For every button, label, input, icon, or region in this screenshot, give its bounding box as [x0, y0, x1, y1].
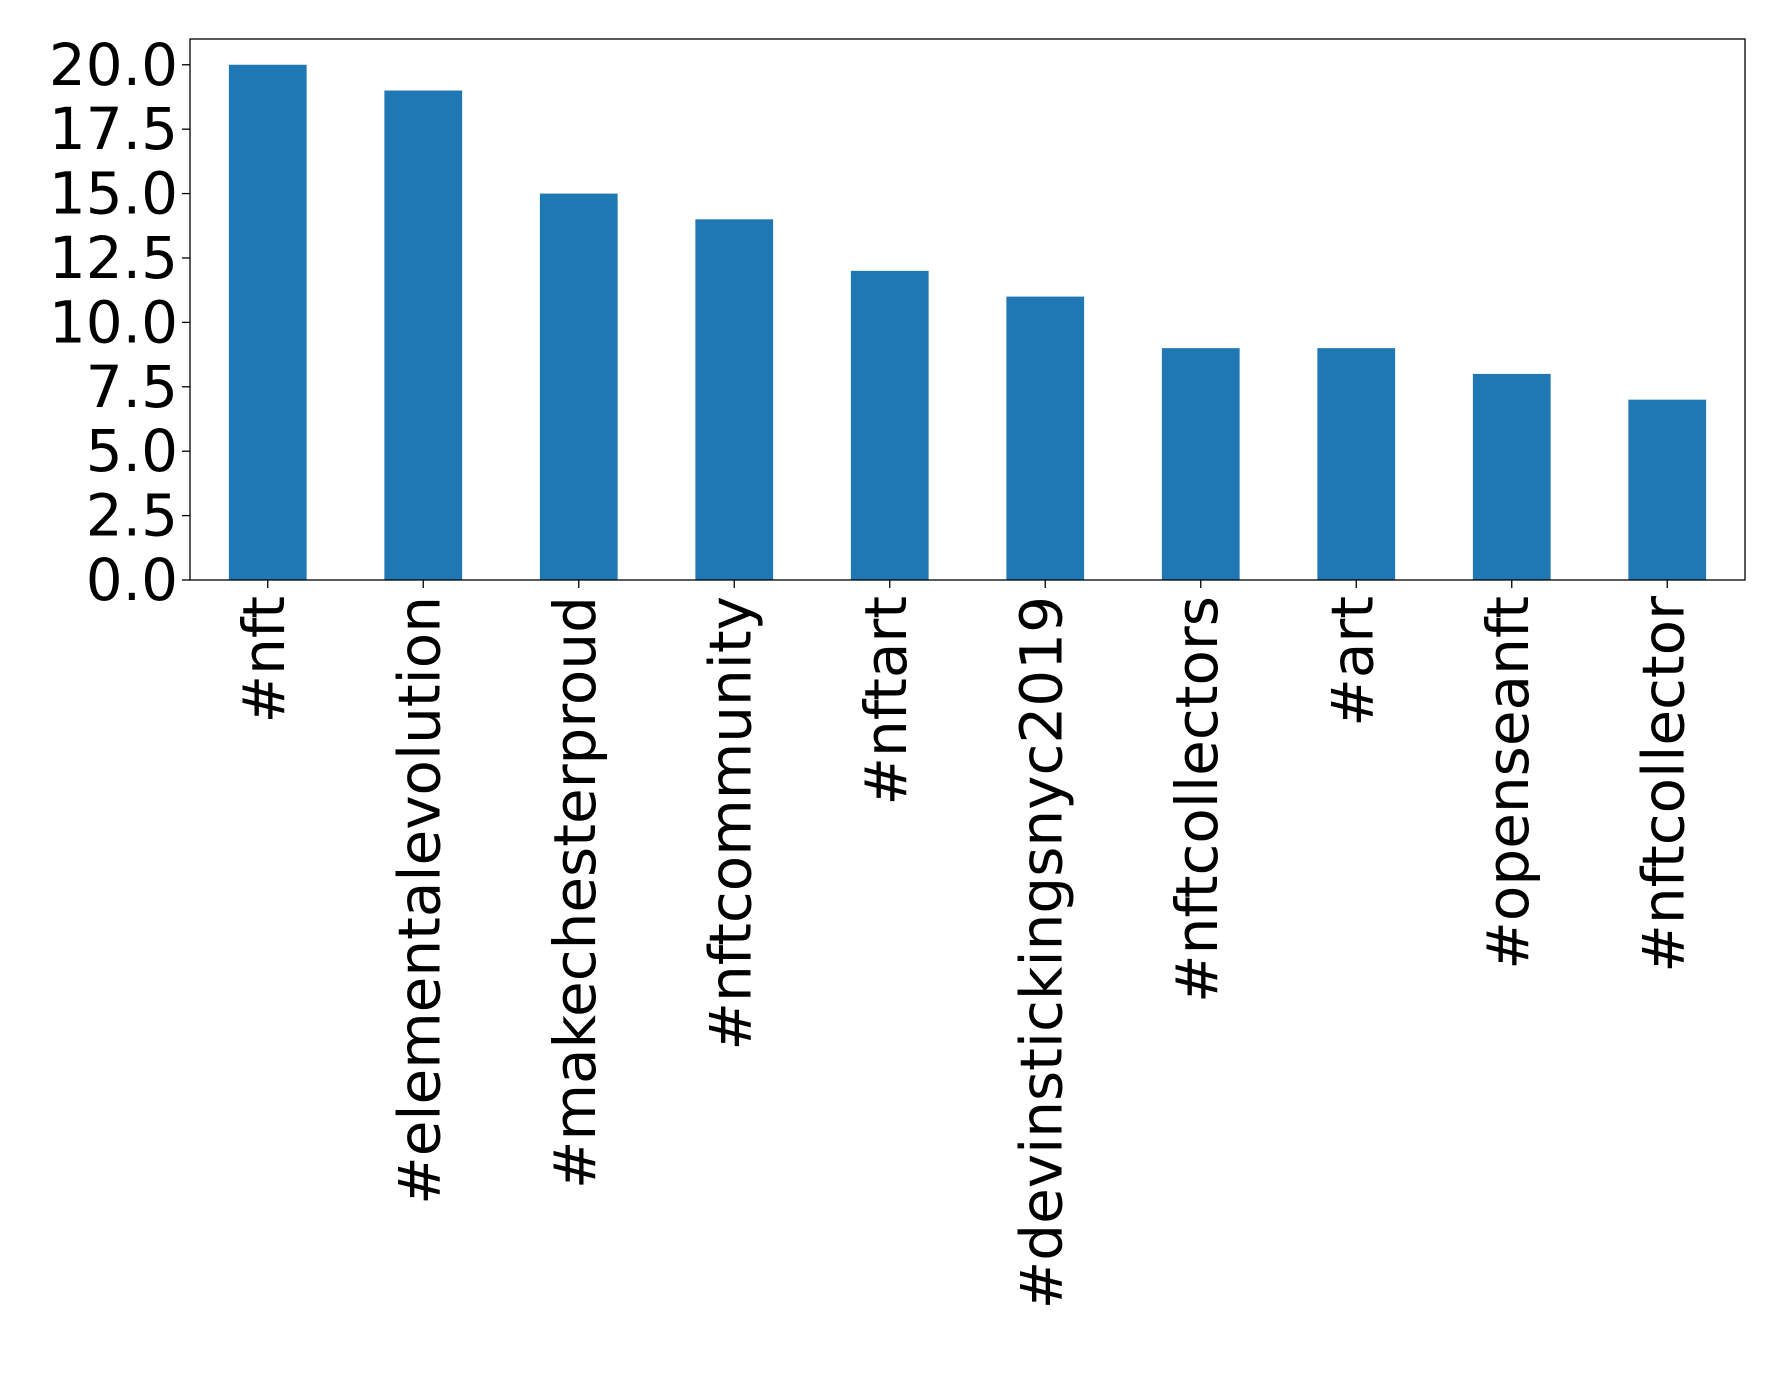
y-tick-label: 15.0 — [49, 160, 178, 228]
y-tick-label: 7.5 — [86, 353, 178, 421]
bar — [228, 64, 307, 580]
bar — [1317, 348, 1396, 580]
bar — [1006, 296, 1085, 580]
y-tick-label: 0.0 — [86, 546, 178, 614]
y-tick-label: 5.0 — [86, 417, 178, 485]
y-tick-label: 20.0 — [49, 31, 178, 99]
bars-layer — [228, 64, 1707, 581]
bar — [384, 90, 463, 581]
x-tick-label: #openseanft — [1474, 596, 1542, 970]
bar — [1161, 348, 1240, 580]
y-axis: 0.02.55.07.510.012.515.017.520.0 — [49, 31, 190, 614]
bar — [1472, 373, 1551, 580]
x-tick-label: #nftcollectors — [1163, 596, 1231, 1003]
bar — [850, 270, 929, 580]
x-tick-label: #makechesterproud — [541, 596, 609, 1189]
bar — [695, 219, 774, 580]
x-tick-label: #nftcommunity — [696, 596, 764, 1051]
y-tick-label: 12.5 — [49, 224, 178, 292]
x-tick-label: #art — [1318, 596, 1386, 727]
y-tick-label: 10.0 — [49, 288, 178, 356]
bar — [539, 193, 618, 580]
x-tick-label: #nftart — [852, 596, 920, 806]
x-tick-label: #devinstickingsnyc2019 — [1007, 596, 1075, 1309]
y-tick-label: 2.5 — [86, 482, 178, 550]
x-axis: #nft #elementalevolution #makechesterproud… — [230, 580, 1697, 1309]
x-tick-label: #nftcollector — [1629, 596, 1697, 973]
x-tick-label: #nft — [230, 596, 298, 724]
bar — [1628, 399, 1707, 580]
x-tick-label: #elementalevolution — [385, 596, 453, 1205]
plot-frame — [189, 38, 1746, 581]
y-tick-label: 17.5 — [49, 95, 178, 163]
